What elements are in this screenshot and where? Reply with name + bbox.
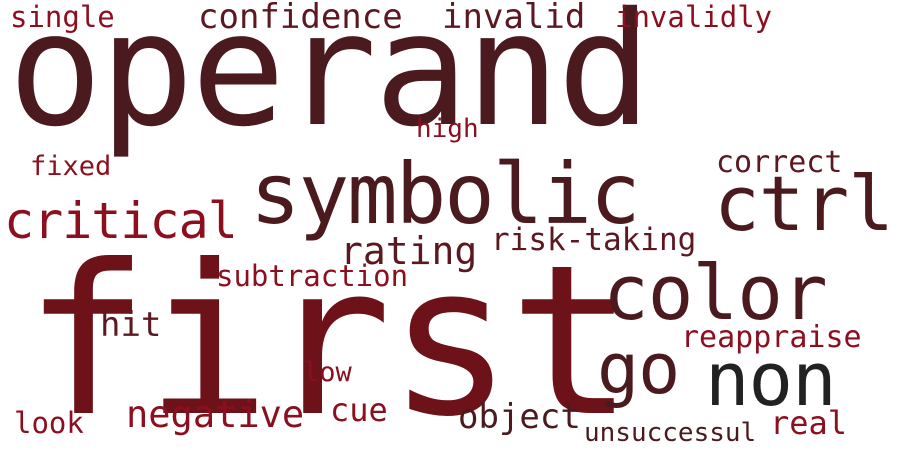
word-invalid: invalid (442, 0, 586, 37)
word-reappraise: reappraise (681, 320, 862, 355)
word-look: look (14, 406, 84, 440)
word-critical: critical (4, 192, 238, 250)
word-object: object (458, 397, 581, 437)
word-correct: correct (716, 145, 843, 180)
word-subtraction: subtraction (216, 259, 409, 293)
word-operand: operand (8, 0, 652, 162)
word-single: single (10, 0, 115, 34)
word-confidence: confidence (198, 0, 403, 37)
word-cue: cue (330, 391, 388, 429)
word-non: non (705, 337, 837, 423)
word-color: color (603, 248, 828, 337)
word-rating: rating (340, 229, 478, 273)
word-hit: hit (100, 305, 162, 345)
word-low: low (303, 357, 352, 388)
word-unsuccessul: unsuccessul (584, 418, 757, 448)
word-negative: negative (126, 393, 305, 436)
word-fixed: fixed (30, 151, 112, 182)
word-risk-taking: risk-taking (491, 222, 697, 258)
word-high: high (416, 114, 479, 144)
word-real: real (770, 404, 848, 442)
word-first: first (24, 221, 634, 450)
word-symbolic: symbolic (250, 145, 641, 243)
word-ctrl: ctrl (714, 159, 894, 248)
word-go: go (597, 328, 680, 410)
word-invalidly: invalidly (615, 0, 773, 34)
